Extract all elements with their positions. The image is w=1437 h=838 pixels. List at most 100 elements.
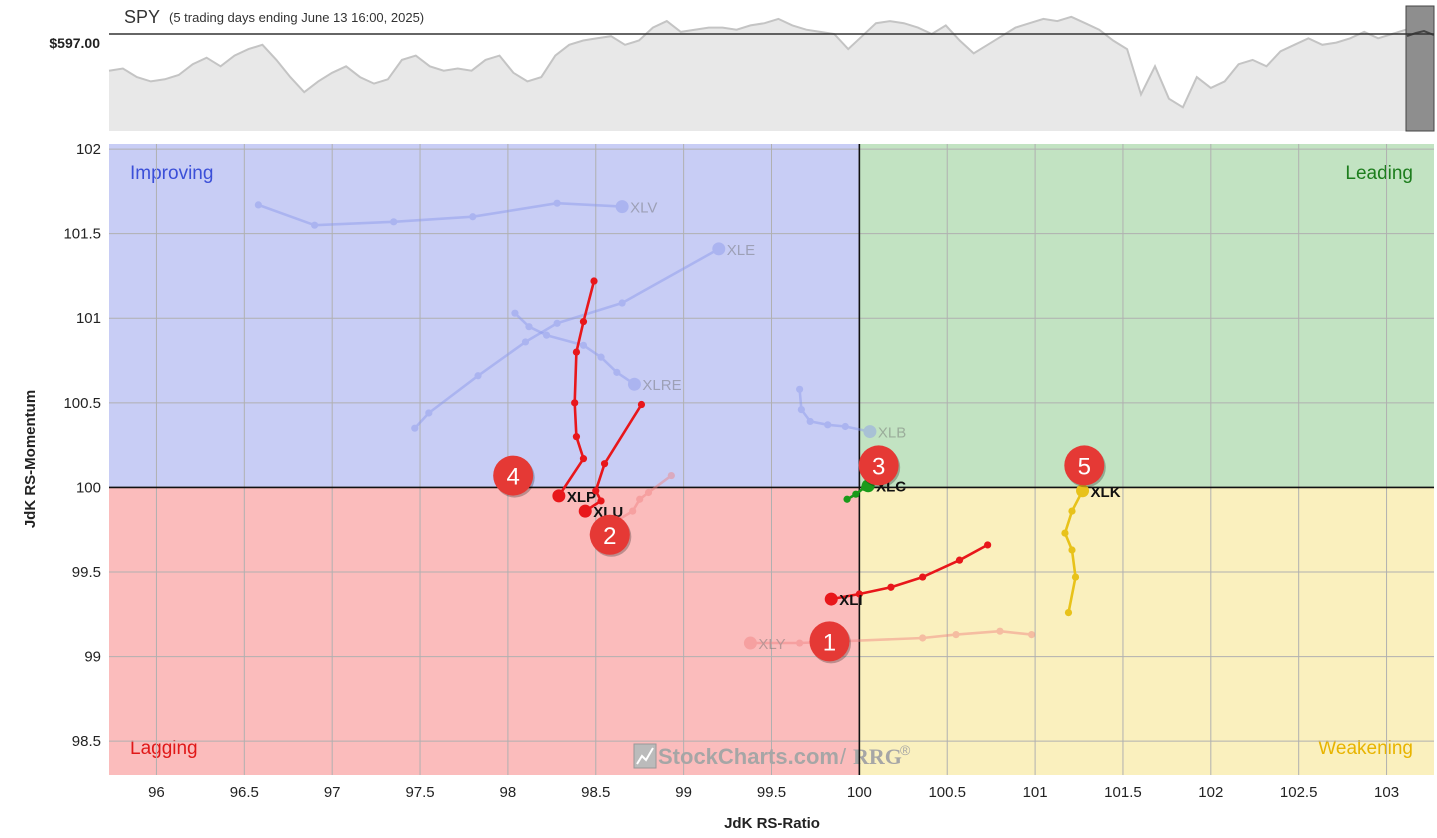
series-label: XLE bbox=[727, 242, 755, 259]
tail-point bbox=[629, 507, 637, 515]
x-tick-label: 96 bbox=[148, 784, 165, 801]
quadrant-lagging bbox=[109, 487, 860, 775]
watermark-slash: / bbox=[840, 744, 847, 769]
series-label: XLRE bbox=[642, 377, 681, 394]
tail-point bbox=[1068, 507, 1076, 515]
x-tick-label: 97.5 bbox=[405, 784, 434, 801]
tail-point bbox=[824, 421, 832, 429]
tail-point bbox=[806, 417, 814, 426]
tail-point bbox=[637, 400, 646, 409]
tail-point bbox=[571, 399, 579, 407]
head-point bbox=[615, 200, 629, 214]
quadrants: Improving Leading Lagging Weakening bbox=[109, 144, 1434, 775]
y-tick-label: 100 bbox=[76, 479, 101, 496]
head-point bbox=[743, 636, 757, 650]
tail-point bbox=[1061, 529, 1069, 537]
chart-subtitle: (5 trading days ending June 13 16:00, 20… bbox=[169, 10, 424, 25]
callout-4: 4 bbox=[493, 455, 535, 498]
tail-point bbox=[411, 424, 419, 432]
tail-point bbox=[469, 213, 477, 221]
tail-point bbox=[579, 341, 588, 349]
watermark-product: RRG bbox=[853, 744, 902, 769]
tail-point bbox=[644, 488, 653, 497]
tail-point bbox=[996, 627, 1004, 635]
series-xly[interactable]: XLY bbox=[743, 627, 1036, 653]
series-xlb[interactable]: XLB bbox=[796, 385, 906, 442]
tail-line bbox=[1063, 490, 1084, 613]
series-xlu[interactable]: XLU bbox=[578, 400, 646, 521]
x-tick-label: 101 bbox=[1023, 784, 1048, 801]
spy-area bbox=[109, 16, 1406, 131]
watermark: StockCharts.com / RRG ® bbox=[633, 742, 911, 769]
callout-number: 1 bbox=[823, 629, 836, 656]
x-tick-label: 101.5 bbox=[1104, 784, 1142, 801]
axis-labels: JdK RS-Ratio JdK RS-Momentum bbox=[22, 390, 820, 832]
y-tick-label: 98.5 bbox=[72, 733, 101, 750]
series-label: XLI bbox=[839, 592, 862, 609]
tail-point bbox=[1071, 573, 1080, 581]
tail-point bbox=[841, 422, 849, 431]
y-tick-label: 99.5 bbox=[72, 564, 101, 581]
tail-point bbox=[796, 639, 804, 647]
tail-point bbox=[1064, 608, 1073, 617]
callout-number: 4 bbox=[506, 464, 519, 491]
tail-point bbox=[796, 385, 804, 393]
tail-point bbox=[984, 541, 992, 549]
tail-point bbox=[311, 221, 319, 229]
series-xle[interactable]: XLE bbox=[411, 242, 755, 432]
tail-line bbox=[750, 629, 1032, 645]
series-xlp[interactable]: XLP bbox=[552, 277, 598, 506]
tail-line bbox=[798, 389, 871, 433]
symbol-title: SPY bbox=[124, 7, 160, 27]
head-point bbox=[824, 592, 838, 606]
series-xlv[interactable]: XLV bbox=[254, 200, 658, 229]
y-tick-label: 100.5 bbox=[63, 395, 101, 412]
x-tick-label: 102.5 bbox=[1280, 784, 1318, 801]
x-tick-label: 103 bbox=[1374, 784, 1399, 801]
y-tick-label: 102 bbox=[76, 141, 101, 158]
callout-circle bbox=[589, 514, 630, 555]
series-label: XLB bbox=[878, 425, 906, 442]
x-tick-label: 98.5 bbox=[581, 784, 610, 801]
tail-point bbox=[855, 590, 863, 598]
series-xlk[interactable]: XLK bbox=[1061, 484, 1121, 617]
tail-point bbox=[1027, 630, 1036, 639]
spy-current-window bbox=[1405, 5, 1435, 132]
tail-point bbox=[572, 348, 581, 356]
axes: 96 96.5 97 97.5 98 98.5 99 99.5 100 100.5 101 101.5… bbox=[63, 141, 1434, 801]
series-label: XLY bbox=[758, 636, 785, 653]
series-xli[interactable]: XLI bbox=[824, 541, 992, 609]
callout-2: 2 bbox=[589, 514, 632, 557]
stockcharts-logo-icon bbox=[633, 743, 657, 769]
tail-point bbox=[636, 495, 644, 503]
tail-point bbox=[572, 433, 581, 441]
callout-circle bbox=[809, 621, 850, 662]
callout-circle bbox=[858, 445, 899, 486]
quadrant-label-leading: Leading bbox=[1345, 163, 1413, 184]
tail-line bbox=[413, 247, 720, 430]
head-point bbox=[1076, 484, 1090, 498]
tail-point bbox=[553, 319, 561, 327]
tail-point bbox=[600, 460, 609, 468]
head-point bbox=[863, 425, 877, 439]
tail-line bbox=[514, 312, 636, 386]
quadrant-label-weakening: Weakening bbox=[1318, 738, 1413, 759]
watermark-brand: StockCharts.com bbox=[658, 744, 839, 769]
x-tick-label: 102 bbox=[1198, 784, 1223, 801]
tail-point bbox=[952, 630, 960, 639]
spy-line bbox=[108, 15, 1407, 109]
tail-point bbox=[887, 583, 895, 591]
tail-point bbox=[919, 634, 927, 642]
head-point bbox=[552, 489, 566, 503]
series-xlre[interactable]: XLRE bbox=[511, 309, 682, 395]
callouts: 1 2 3 4 5 bbox=[493, 445, 1106, 664]
tail-point bbox=[618, 299, 626, 307]
y-tick-label: 99 bbox=[84, 649, 101, 666]
tail-line bbox=[257, 201, 623, 227]
tail-point bbox=[579, 455, 588, 463]
tail-point bbox=[525, 323, 533, 331]
tail-point bbox=[542, 331, 551, 339]
